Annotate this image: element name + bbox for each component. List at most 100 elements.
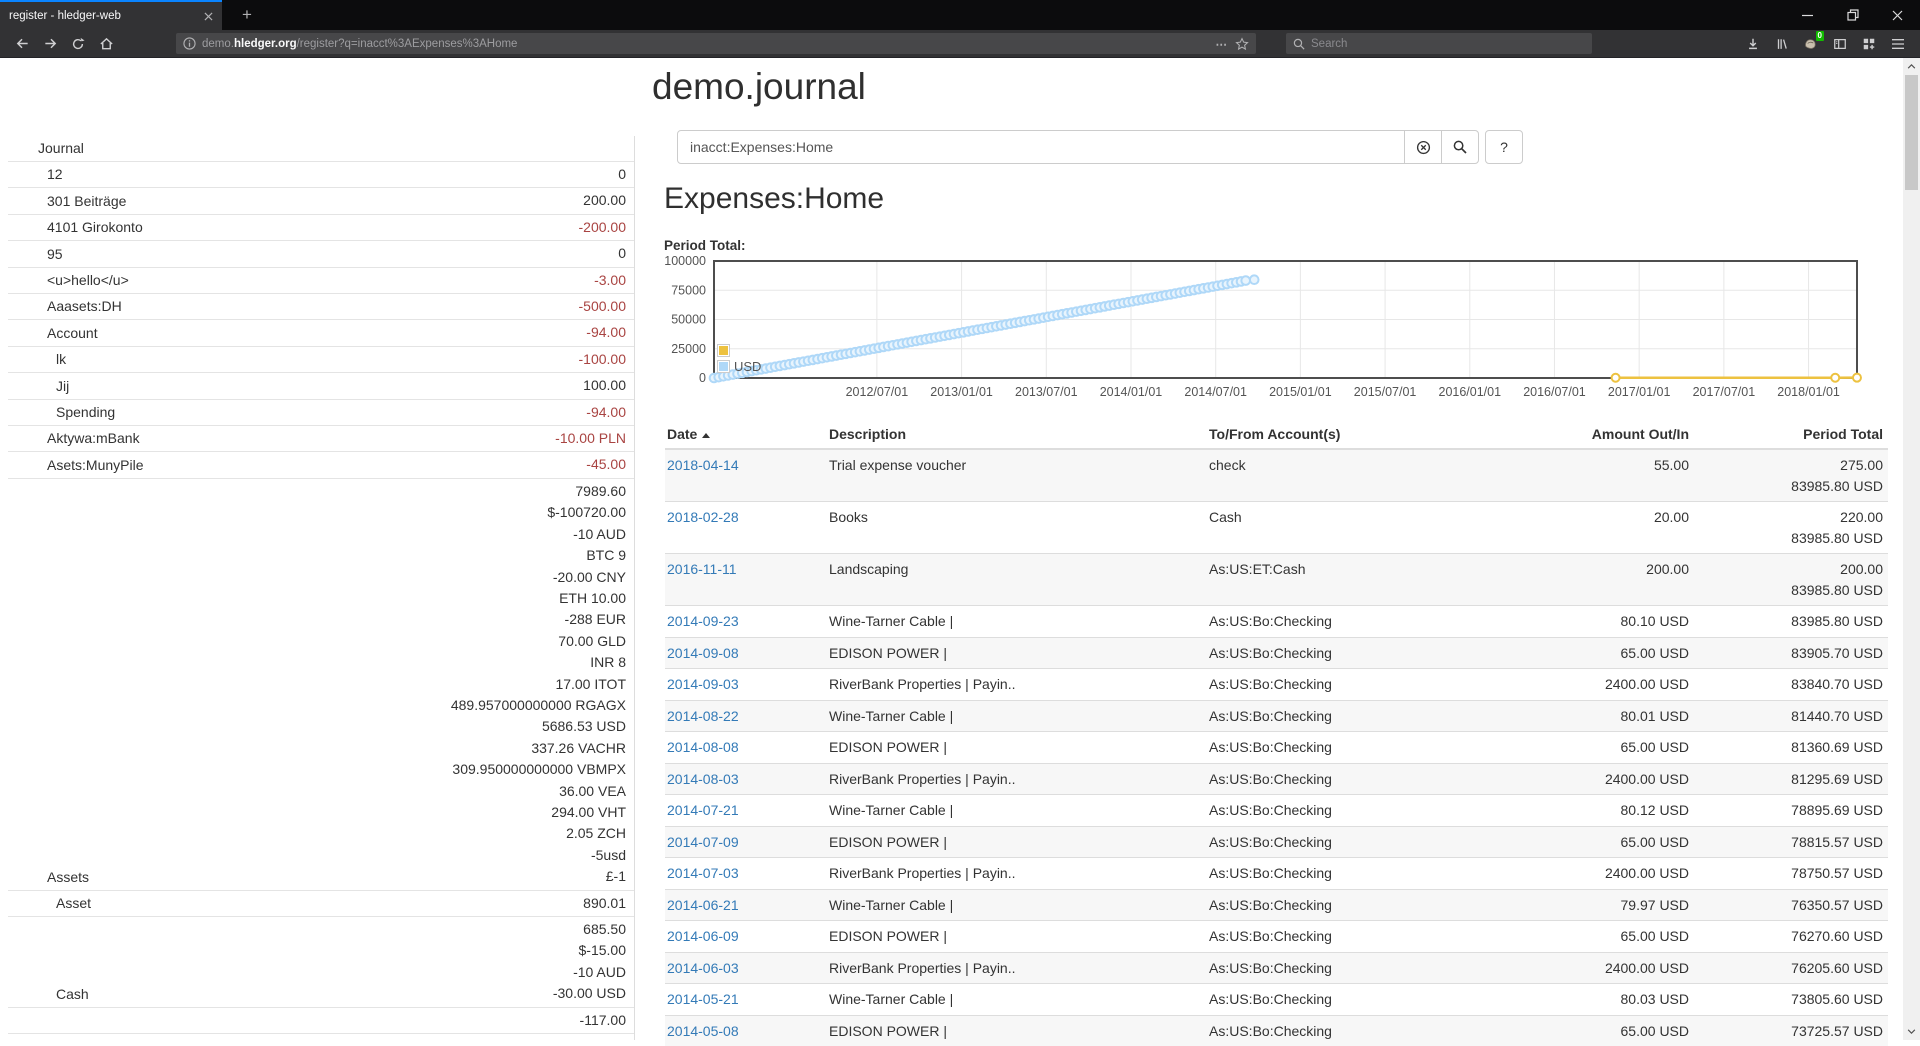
sidebar-account-link[interactable]: Aktywa:mBank [47, 430, 140, 447]
transaction-date-link[interactable]: 2014-07-09 [667, 833, 739, 850]
transaction-date-link[interactable]: 2014-06-03 [667, 959, 739, 976]
sidebar-account-link[interactable]: Assets [47, 868, 90, 885]
sidebar-account-row: 95 0 [8, 241, 634, 268]
transaction-date-link[interactable]: 2014-06-09 [667, 928, 739, 944]
transaction-date-link[interactable]: 2014-09-03 [667, 676, 739, 692]
home-icon[interactable] [92, 32, 120, 56]
transaction-date-link[interactable]: 2018-02-28 [667, 509, 739, 525]
transaction-description: Trial expense voucher [827, 448, 1207, 502]
transaction-description: EDISON POWER | [827, 825, 1207, 858]
transaction-date-link[interactable]: 2014-08-22 [667, 707, 739, 724]
transaction-account: As:US:Bo:Checking [1207, 636, 1527, 669]
period-total-value: 73805.60 USD [1707, 983, 1888, 1015]
search-button[interactable] [1441, 130, 1479, 164]
menu-icon[interactable] [1883, 32, 1912, 56]
sidebar-account-link[interactable]: Jij [56, 377, 70, 394]
transaction-date-link[interactable]: 2014-06-21 [667, 896, 739, 913]
period-total-value: 81360.69 USD [1707, 731, 1888, 763]
tab-register[interactable]: register - hledger-web [0, 0, 222, 30]
tab-close-icon[interactable] [204, 11, 213, 21]
transaction-amount: 2400.00 USD [1527, 668, 1707, 700]
sidebar-account-link[interactable]: lk [56, 351, 67, 368]
chart-canvas: 2012/07/01 2013/01/01 2013/07/01 2014/01/01… [664, 254, 1862, 399]
transaction-amount: 20.00 [1527, 501, 1707, 554]
table-row: 2014-08-08 EDISON POWER | As:US:Bo:Checkin… [665, 731, 1888, 763]
page-actions-icon[interactable]: ⋯ [1215, 38, 1228, 51]
transaction-date-link[interactable]: 2014-07-21 [667, 802, 739, 818]
sidebar-account-link[interactable]: 301 Beiträge [47, 192, 127, 209]
sidebar-account-link[interactable]: <u>hello</u> [47, 272, 129, 289]
sidebar-account-link[interactable]: Account [47, 324, 98, 341]
transaction-amount: 65.00 USD [1527, 920, 1707, 952]
sidebar-account-link[interactable]: 12 [47, 166, 63, 183]
transaction-date-link[interactable]: 2014-05-21 [667, 991, 739, 1007]
sidebar-account-link[interactable]: Asset [56, 895, 92, 911]
grid-new-icon[interactable] [1854, 32, 1883, 56]
page-scrollbar[interactable] [1903, 58, 1920, 1040]
account-balance: -200.00 [578, 218, 626, 235]
sort-asc-icon [702, 433, 711, 438]
transaction-amount: 80.10 USD [1527, 605, 1707, 637]
browser-chrome: register - hledger-web + [0, 0, 1920, 58]
transaction-date-link[interactable]: 2018-04-14 [667, 457, 739, 473]
extension-badge: 0 [1815, 30, 1824, 41]
minimize-button[interactable] [1785, 0, 1830, 30]
transaction-date-link[interactable]: 2016-11-11 [667, 561, 737, 577]
query-input[interactable] [677, 130, 1405, 164]
transaction-description: EDISON POWER | [827, 920, 1207, 952]
account-balance: -94.00 [586, 403, 626, 420]
sidebar-account-link[interactable]: 4101 Girokonto [47, 219, 143, 236]
scroll-down-icon[interactable] [1903, 1023, 1920, 1040]
transaction-description: Landscaping [827, 553, 1207, 606]
transaction-description: RiverBank Properties | Payin.. [827, 857, 1207, 889]
clear-query-button[interactable] [1404, 130, 1442, 164]
help-button[interactable]: ? [1485, 130, 1523, 164]
chart-title: Period Total: [664, 238, 746, 253]
sidebar-rows: 12 0 301 Beiträge 200.00 4101 Girokonto -200.… [8, 162, 634, 1035]
col-date[interactable]: Date [665, 422, 827, 450]
period-total-chart[interactable]: 2012/07/01 2013/01/01 2013/07/01 2014/01/01… [655, 250, 1890, 405]
svg-text:100000: 100000 [664, 254, 706, 268]
sidebar-account-link[interactable]: 95 [47, 245, 63, 262]
sidebars-icon[interactable] [1825, 32, 1854, 56]
back-icon[interactable] [8, 32, 36, 56]
new-tab-button[interactable]: + [242, 5, 252, 24]
sidebar-account-row: lk -100.00 [8, 347, 634, 374]
downloads-icon[interactable] [1738, 32, 1767, 56]
transaction-account: As:US:Bo:Checking [1207, 983, 1527, 1015]
transaction-description: Books [827, 501, 1207, 554]
extension-icon[interactable]: 0 [1796, 30, 1825, 56]
library-icon[interactable] [1767, 32, 1796, 56]
transaction-date-link[interactable]: 2014-05-08 [667, 1022, 739, 1039]
transaction-date-link[interactable]: 2014-09-08 [667, 644, 739, 661]
sidebar-journal-link[interactable]: Journal [8, 136, 634, 162]
account-title: Expenses:Home [664, 182, 885, 215]
forward-icon[interactable] [36, 32, 64, 56]
table-row: 2014-08-22 Wine-Tarner Cable | As:US:Bo:Ch… [665, 699, 1888, 732]
sidebar-account-link[interactable]: Asets:MunyPile [47, 456, 144, 473]
transaction-date-link[interactable]: 2014-08-08 [667, 739, 739, 755]
transaction-date-link[interactable]: 2014-08-03 [667, 770, 739, 787]
close-button[interactable] [1875, 0, 1920, 30]
browser-search-field[interactable]: Search [1286, 33, 1592, 54]
account-balance: -500.00 [578, 298, 626, 315]
sidebar-account-link[interactable]: Cash [56, 985, 89, 1002]
transaction-date-link[interactable]: 2014-09-23 [667, 613, 739, 629]
tab-bar: register - hledger-web + [0, 0, 1920, 30]
sidebar-account-link[interactable]: Aaasets:DH [47, 298, 122, 315]
url-bar[interactable]: demo.hledger.org/register?q=inacct%3AExp… [176, 33, 1256, 54]
reload-icon[interactable] [64, 32, 92, 56]
restore-button[interactable] [1830, 0, 1875, 30]
period-total-value: 220.00 83985.80 USD [1707, 501, 1888, 554]
table-row: 2014-06-21 Wine-Tarner Cable | As:US:Bo:Ch… [665, 888, 1888, 921]
table-row: 2014-05-08 EDISON POWER | As:US:Bo:Checkin… [665, 1014, 1888, 1046]
transaction-amount: 65.00 USD [1527, 1014, 1707, 1046]
sidebar-account-link[interactable]: Spending [56, 404, 116, 421]
table-row: 2014-07-21 Wine-Tarner Cable | As:US:Bo:Ch… [665, 794, 1888, 826]
scrollbar-thumb[interactable] [1905, 75, 1918, 190]
scroll-up-icon[interactable] [1903, 58, 1920, 75]
transaction-amount: 80.12 USD [1527, 794, 1707, 826]
site-info-icon[interactable] [183, 37, 196, 50]
transaction-date-link[interactable]: 2014-07-03 [667, 865, 739, 881]
bookmark-star-icon[interactable] [1235, 36, 1249, 51]
